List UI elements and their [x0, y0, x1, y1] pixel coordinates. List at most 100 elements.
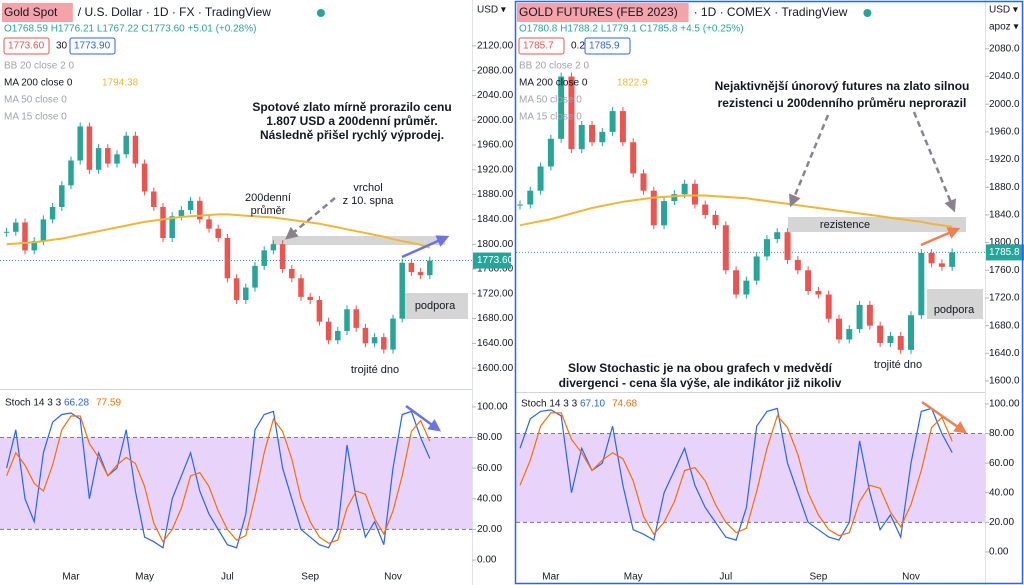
y-tick-label: 2040.00	[477, 90, 514, 101]
candle-body	[815, 291, 822, 295]
annotation: trojité dno	[351, 364, 399, 376]
bid-box	[518, 37, 565, 55]
stoch-d: 74.68	[612, 399, 637, 410]
candle-body	[307, 296, 313, 300]
candle-body	[353, 309, 359, 328]
annotation: rezistenci u 200denního průměru neproraz…	[718, 96, 967, 110]
candle-body	[252, 265, 258, 288]
x-tick-label: Nov	[902, 572, 920, 583]
candle-body	[243, 287, 249, 300]
status-dot	[863, 9, 872, 17]
indicator: BB 20 close 2 0	[4, 61, 74, 72]
candle-body	[846, 329, 853, 340]
annotation: vrchol	[353, 182, 382, 194]
x-tick-label: Sep	[810, 572, 828, 583]
candle-body	[279, 244, 286, 269]
stoch-k: 66.28	[64, 398, 89, 409]
candle-body	[702, 204, 709, 215]
candle-body	[123, 135, 129, 155]
price-tag-bg	[473, 252, 511, 269]
y-tick-label: 20.00	[989, 517, 1014, 528]
candle-body	[151, 191, 157, 207]
price-tag: 1785.8	[989, 247, 1020, 258]
candle-body	[325, 321, 332, 341]
candle-body	[774, 232, 781, 240]
candle-body	[918, 252, 925, 316]
candle-body	[160, 206, 166, 238]
candle-body	[928, 252, 935, 264]
candle-body	[215, 228, 221, 238]
x-tick-label: Jul	[719, 572, 732, 583]
support-box	[927, 289, 983, 319]
y-tick-label: 2000.00	[477, 115, 514, 126]
candle-body	[233, 278, 240, 300]
candle-body	[399, 262, 405, 319]
y-tick-label: 1760.00	[477, 264, 514, 275]
candle-body	[733, 270, 740, 295]
candle-body	[289, 268, 295, 279]
arrow	[789, 114, 830, 208]
annotation: Slow Stochastic je na obou grafech v med…	[568, 361, 833, 375]
candle-body	[640, 173, 647, 191]
candle-body	[298, 278, 304, 297]
bid: 1785.7	[523, 41, 554, 52]
ma-200-line	[6, 213, 431, 249]
candle-body	[794, 259, 801, 271]
ask: 1773.90	[74, 41, 111, 52]
resistance-zone	[272, 236, 445, 245]
candle-body	[22, 222, 28, 251]
symbol-subtitle: · 1D · COMEX · TradingView	[694, 5, 848, 19]
candle-body	[381, 337, 387, 350]
stoch-band	[0, 437, 472, 530]
y-tick-label: 1680.00	[477, 313, 514, 324]
indicator: MA 200 close 0	[519, 78, 588, 89]
spread: 0.2	[571, 41, 585, 52]
candle-body	[650, 190, 657, 226]
candle-body	[408, 262, 415, 273]
candle-body	[517, 204, 523, 206]
y-tick-label: 1600.00	[477, 363, 514, 374]
y-tick-label: 40.00	[989, 487, 1014, 498]
candle-body	[390, 318, 396, 350]
y-tick-label: 1960.00	[477, 140, 514, 151]
y-tick-label: 2080.0	[989, 43, 1020, 54]
arrow	[401, 235, 450, 259]
candle-body	[619, 111, 626, 143]
indicator: BB 20 close 2 0	[519, 61, 589, 72]
ma-value: 1822.9	[617, 78, 648, 89]
y-tick-label: 100.00	[989, 399, 1020, 410]
candle-body	[763, 239, 770, 257]
arrow	[921, 400, 968, 434]
symbol-subtitle: / U.S. Dollar · 1D · FX · TradingView	[78, 5, 271, 19]
annotation: Nejaktivnější únorový futures na zlato s…	[715, 79, 970, 93]
annotation: trojité dno	[874, 359, 922, 371]
x-tick-label: Mar	[542, 572, 560, 583]
candle-body	[95, 148, 102, 170]
annotation: divergenci - cena šla výše, ale indikáto…	[559, 376, 842, 390]
y-tick-label: 40.00	[477, 493, 502, 504]
stoch-title: Stoch 14 3 3	[521, 399, 578, 410]
status-dot	[316, 9, 325, 17]
y-tick-label: 60.00	[989, 458, 1014, 469]
arrow	[912, 111, 957, 213]
candle-body	[681, 183, 688, 195]
candle-body	[537, 166, 544, 191]
currency: USD ▾	[989, 5, 1018, 16]
y-tick-label: 1800.0	[989, 237, 1020, 248]
candle-body	[13, 222, 19, 232]
y-tick-label: 0.00	[477, 555, 497, 566]
candle-body	[568, 76, 575, 150]
candle-body	[897, 336, 904, 350]
candle-body	[427, 260, 433, 276]
y-tick-label: 20.00	[477, 524, 502, 535]
x-tick-label: May	[624, 572, 643, 583]
annotation: průměr	[251, 205, 286, 217]
candle-body	[141, 163, 148, 192]
y-tick-label: 1760.0	[989, 265, 1020, 276]
candle-body	[784, 232, 791, 260]
y-tick-label: 1600.0	[989, 376, 1020, 387]
bid: 1773.60	[8, 41, 45, 52]
support-box	[402, 293, 468, 319]
candle-body	[31, 241, 37, 251]
candle-body	[527, 190, 534, 205]
